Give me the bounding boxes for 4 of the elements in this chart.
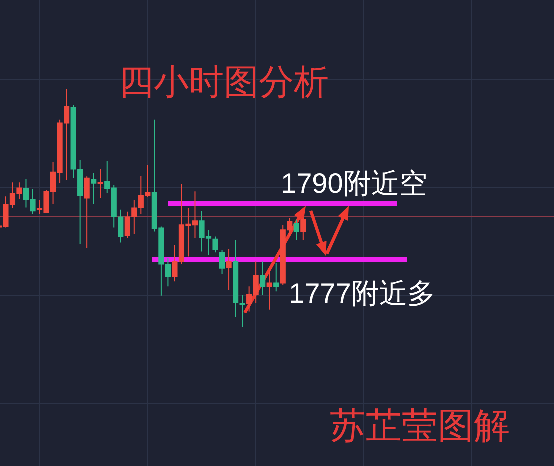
title: 四小时图分析 (119, 63, 329, 102)
annotation: 苏芷莹图解 (330, 405, 510, 446)
ref-line-label: 1790附近空 (281, 168, 428, 199)
ref-line-label: 1777附近多 (289, 278, 436, 310)
